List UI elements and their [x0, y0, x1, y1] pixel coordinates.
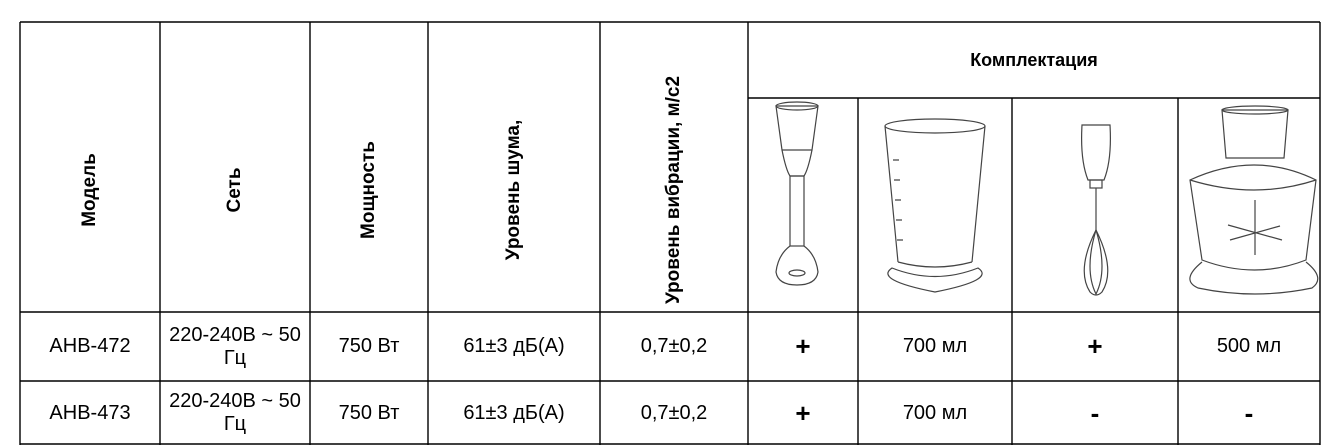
column-header: Сеть: [224, 167, 245, 213]
table-cell: 700 мл: [902, 335, 968, 357]
table-cell: 700 мл: [902, 401, 968, 424]
table-cell: +: [795, 397, 811, 428]
column-header: Мощность: [358, 141, 379, 239]
table-cell: +: [795, 331, 811, 361]
column-header: Уровень вибрации, м/с2: [663, 75, 684, 305]
table-cell: 0,7±0,2: [640, 335, 708, 357]
column-header: Модель: [79, 153, 100, 227]
table-cell: 750 Вт: [338, 401, 400, 424]
column-header: Уровень шума,: [503, 119, 524, 261]
table-cell: 61±3 дБ(А): [463, 401, 565, 424]
beaker-icon: [884, 118, 986, 293]
chopper-icon: [1189, 105, 1319, 295]
table-cell: 500 мл: [1216, 335, 1282, 357]
group-header: Комплектация: [970, 49, 1098, 70]
table-cell: -: [1244, 397, 1254, 428]
table-cell: АНВ-472: [49, 335, 131, 357]
table-cell: 220-240В ~ 50 Гц: [169, 323, 301, 369]
table-cell: 61±3 дБ(А): [463, 335, 565, 357]
table-cell: АНВ-473: [49, 401, 131, 424]
table-cell: 220-240В ~ 50 Гц: [169, 390, 301, 435]
table-borders: [19, 21, 1321, 445]
table-cell: -: [1090, 397, 1100, 428]
table-cell: +: [1087, 331, 1103, 361]
whisk-icon: [1081, 124, 1111, 296]
table-cell: 750 Вт: [338, 335, 400, 357]
blender-icon: [775, 101, 819, 286]
table-cell: 0,7±0,2: [640, 401, 708, 424]
